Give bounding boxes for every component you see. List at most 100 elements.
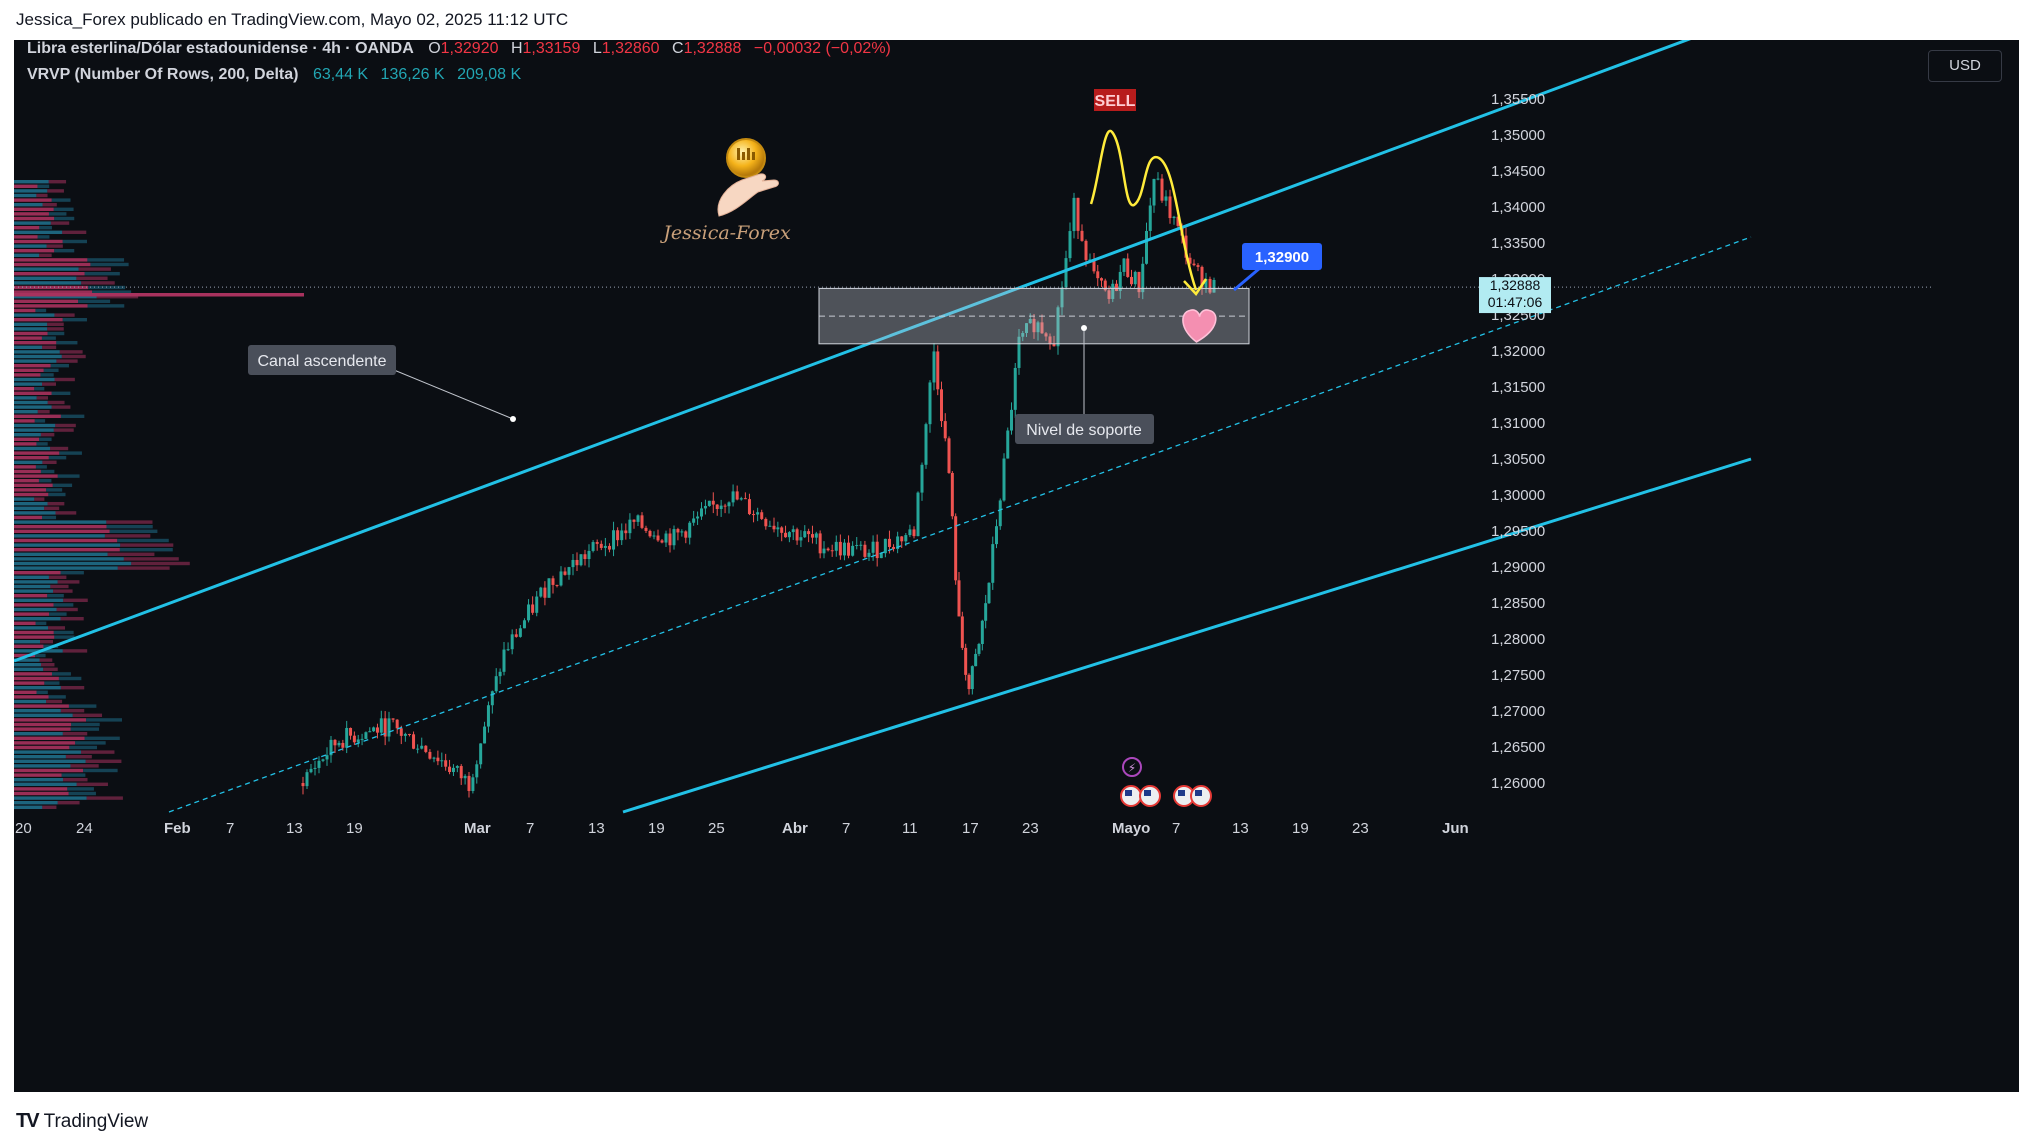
candle-body (1145, 230, 1148, 264)
channel-upper-line (14, 40, 1692, 663)
price-chart[interactable]: 1,32900 SELL Canal ascendente Nivel de sopo… (14, 40, 2019, 1092)
profile-bar (61, 354, 86, 359)
candle-body (341, 742, 345, 748)
profile-bar (117, 566, 170, 570)
profile-bar (14, 727, 71, 731)
profile-bar (84, 272, 120, 276)
candle-body (539, 587, 543, 597)
profile-bar (80, 750, 115, 754)
profile-bar (14, 713, 73, 717)
sell-label: SELL (1095, 93, 1136, 110)
candle-body (998, 500, 1002, 527)
profile-bar (52, 483, 73, 487)
indicator-legend[interactable]: VRVP (Number Of Rows, 200, Delta) 63,44 … (27, 66, 521, 84)
candle-body (432, 757, 436, 759)
profile-bar (14, 584, 51, 589)
candle-body (1032, 318, 1036, 333)
profile-bar (106, 520, 153, 524)
candle-body (531, 604, 535, 613)
candle-body (567, 567, 571, 575)
profile-bar (46, 244, 63, 248)
profile-bar (70, 727, 100, 731)
profile-bar (42, 460, 57, 464)
candle-body (403, 733, 407, 736)
candle-body (1040, 322, 1044, 334)
candle-body (364, 732, 368, 739)
candle-body (522, 620, 526, 629)
candle-body (954, 516, 958, 581)
profile-bar (14, 566, 118, 570)
candle-body (668, 533, 672, 546)
profile-bar (14, 607, 57, 612)
profile-bar (14, 787, 68, 791)
candle-body (632, 519, 636, 522)
profile-bar (14, 216, 55, 221)
candle-body (1172, 216, 1176, 219)
x-tick-label: 17 (962, 820, 979, 837)
candle-body (547, 578, 551, 598)
candle-body (360, 738, 364, 740)
low-label: L (592, 40, 602, 57)
profile-bar (76, 782, 108, 786)
candle-body (660, 540, 664, 543)
profile-bar (14, 741, 76, 745)
profile-bar (57, 580, 80, 584)
candle-body (428, 751, 432, 759)
candle-body (784, 532, 788, 538)
profile-bar (50, 364, 69, 368)
profile-bar (51, 672, 71, 676)
candle-body (395, 719, 399, 729)
candle-body (743, 498, 747, 500)
candle-body (760, 512, 764, 519)
channel-label: Canal ascendente (258, 353, 387, 370)
y-tick-label: 1,31000 (1491, 415, 1545, 432)
candle-body (379, 718, 383, 733)
y-tick-label: 1,35000 (1491, 127, 1545, 144)
profile-bar (14, 226, 40, 230)
profile-bar (14, 446, 51, 451)
candle-body (851, 545, 855, 556)
profile-bar (14, 589, 54, 593)
profile-bar (62, 239, 88, 244)
candle-body (676, 529, 680, 533)
profile-bar (14, 640, 41, 644)
currency-button[interactable]: USD (1928, 50, 2002, 82)
profile-bar (60, 686, 85, 690)
candle-body (436, 757, 440, 762)
candle-body (960, 616, 964, 648)
coin-candle-icon (752, 152, 755, 160)
candle-body (356, 739, 360, 743)
profile-bar (117, 538, 169, 543)
candle-body (527, 604, 531, 621)
symbol-legend[interactable]: Libra esterlina/Dólar estadounidense · 4… (27, 40, 891, 58)
candle-body (375, 727, 379, 733)
profile-bar (37, 410, 50, 414)
candle-body (916, 492, 920, 537)
candle-body (1130, 276, 1133, 285)
profile-bar (14, 695, 49, 699)
candle-body (859, 544, 863, 546)
candle-body (735, 491, 739, 500)
profile-bar (71, 722, 100, 727)
candle-body (924, 424, 928, 465)
y-tick-label: 1,35500 (1491, 91, 1545, 108)
candle-body (984, 603, 988, 621)
profile-bar (40, 373, 54, 377)
x-tick-label: Mayo (1112, 820, 1150, 837)
chart-panel[interactable] (14, 40, 2019, 1092)
projection-path (1089, 129, 1198, 291)
target-price-label: 1,32900 (1255, 249, 1309, 266)
profile-bar (63, 778, 88, 782)
publisher-line: Jessica_Forex publicado en TradingView.c… (16, 10, 569, 29)
candle-body (333, 739, 337, 746)
profile-bar (14, 561, 132, 566)
sell-label-bg (1094, 89, 1136, 111)
profile-bar (35, 308, 47, 313)
candle-body (803, 531, 807, 538)
profile-bar (14, 465, 36, 469)
y-tick-label: 1,34000 (1491, 199, 1545, 216)
profile-bar (14, 644, 44, 648)
candle-body (715, 504, 719, 510)
profile-bar (14, 764, 71, 768)
profile-bar (48, 212, 67, 216)
